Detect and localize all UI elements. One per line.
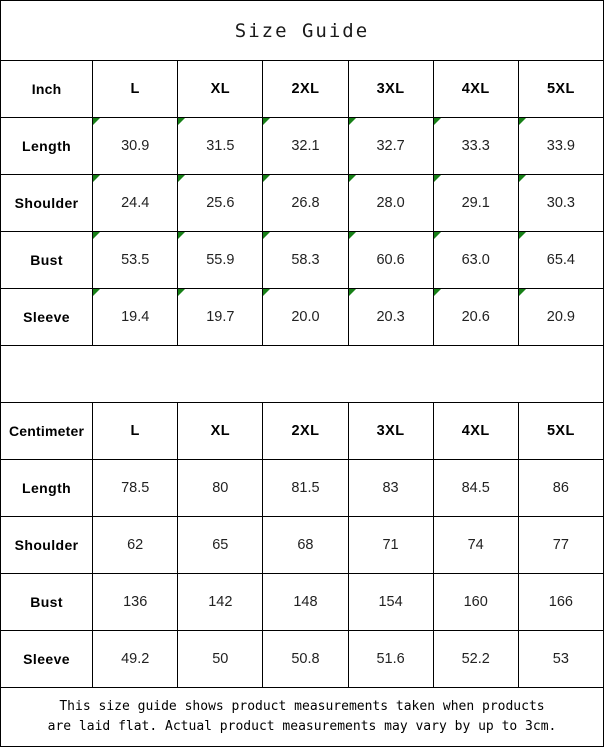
measure-value: 136 [92, 573, 179, 631]
measure-value: 33.9 [517, 117, 604, 175]
measure-value: 50 [177, 630, 264, 688]
table-row: Shoulder 24.4 25.6 26.8 28.0 29.1 30.3 [0, 174, 604, 232]
table-row: Length 78.5 80 81.5 83 84.5 86 [0, 459, 604, 517]
measure-value: 77 [517, 516, 604, 574]
note-line-1: This size guide shows product measuremen… [59, 698, 545, 714]
measure-value: 52.2 [432, 630, 519, 688]
size-header-5xl: 5XL [517, 402, 604, 460]
measure-value: 30.3 [517, 174, 604, 232]
measure-value: 29.1 [432, 174, 519, 232]
measure-value: 19.7 [177, 288, 264, 346]
table-row: Bust 53.5 55.9 58.3 60.6 63.0 65.4 [0, 231, 604, 289]
measure-value: 71 [347, 516, 434, 574]
measure-value: 20.0 [262, 288, 349, 346]
measure-value: 24.4 [92, 174, 179, 232]
measure-value: 28.0 [347, 174, 434, 232]
size-header-3xl: 3XL [347, 60, 434, 118]
page-title: Size Guide [0, 0, 604, 61]
size-header-5xl: 5XL [517, 60, 604, 118]
measure-label-length-cm: Length [0, 459, 94, 517]
measure-value: 33.3 [432, 117, 519, 175]
measure-value: 65 [177, 516, 264, 574]
measure-value: 31.5 [177, 117, 264, 175]
measure-value: 68 [262, 516, 349, 574]
footer-row: This size guide shows product measuremen… [0, 687, 604, 747]
measure-value: 84.5 [432, 459, 519, 517]
measure-value: 160 [432, 573, 519, 631]
measure-value: 49.2 [92, 630, 179, 688]
measure-value: 55.9 [177, 231, 264, 289]
unit-header-centimeter: Centimeter [0, 402, 94, 460]
measure-value: 81.5 [262, 459, 349, 517]
measure-label-shoulder-cm: Shoulder [0, 516, 94, 574]
measure-value: 53.5 [92, 231, 179, 289]
measure-value: 32.1 [262, 117, 349, 175]
inch-header-row: Inch L XL 2XL 3XL 4XL 5XL [0, 60, 604, 118]
table-spacer-row [0, 345, 604, 403]
size-header-2xl: 2XL [262, 402, 349, 460]
measure-value: 154 [347, 573, 434, 631]
measure-value: 19.4 [92, 288, 179, 346]
measure-value: 86 [517, 459, 604, 517]
table-row: Sleeve 49.2 50 50.8 51.6 52.2 53 [0, 630, 604, 688]
measure-value: 20.9 [517, 288, 604, 346]
measure-label-bust-cm: Bust [0, 573, 94, 631]
size-header-4xl: 4XL [432, 60, 519, 118]
size-header-4xl: 4XL [432, 402, 519, 460]
measure-label-length-inch: Length [0, 117, 94, 175]
measure-label-shoulder-inch: Shoulder [0, 174, 94, 232]
measure-value: 32.7 [347, 117, 434, 175]
measure-value: 63.0 [432, 231, 519, 289]
measure-value: 51.6 [347, 630, 434, 688]
table-row: Length 30.9 31.5 32.1 32.7 33.3 33.9 [0, 117, 604, 175]
measure-value: 62 [92, 516, 179, 574]
measure-value: 148 [262, 573, 349, 631]
measure-label-sleeve-cm: Sleeve [0, 630, 94, 688]
measure-value: 26.8 [262, 174, 349, 232]
measure-value: 74 [432, 516, 519, 574]
measure-label-sleeve-inch: Sleeve [0, 288, 94, 346]
measure-value: 20.3 [347, 288, 434, 346]
measure-value: 80 [177, 459, 264, 517]
size-header-xl: XL [177, 60, 264, 118]
size-header-2xl: 2XL [262, 60, 349, 118]
size-header-l: L [92, 60, 179, 118]
table-row: Sleeve 19.4 19.7 20.0 20.3 20.6 20.9 [0, 288, 604, 346]
size-guide-note: This size guide shows product measuremen… [0, 687, 604, 747]
measure-value: 83 [347, 459, 434, 517]
table-spacer [0, 345, 604, 403]
measure-value: 65.4 [517, 231, 604, 289]
measure-value: 60.6 [347, 231, 434, 289]
centimeter-header-row: Centimeter L XL 2XL 3XL 4XL 5XL [0, 402, 604, 460]
measure-value: 25.6 [177, 174, 264, 232]
measure-value: 166 [517, 573, 604, 631]
table-row: Bust 136 142 148 154 160 166 [0, 573, 604, 631]
size-header-l: L [92, 402, 179, 460]
unit-header-inch: Inch [0, 60, 94, 118]
measure-value: 142 [177, 573, 264, 631]
measure-value: 20.6 [432, 288, 519, 346]
measure-value: 78.5 [92, 459, 179, 517]
measure-label-bust-inch: Bust [0, 231, 94, 289]
measure-value: 53 [517, 630, 604, 688]
measure-value: 58.3 [262, 231, 349, 289]
title-row: Size Guide [0, 0, 604, 61]
size-header-xl: XL [177, 402, 264, 460]
size-header-3xl: 3XL [347, 402, 434, 460]
measure-value: 30.9 [92, 117, 179, 175]
table-row: Shoulder 62 65 68 71 74 77 [0, 516, 604, 574]
measure-value: 50.8 [262, 630, 349, 688]
note-line-2: are laid flat. Actual product measuremen… [47, 719, 557, 734]
